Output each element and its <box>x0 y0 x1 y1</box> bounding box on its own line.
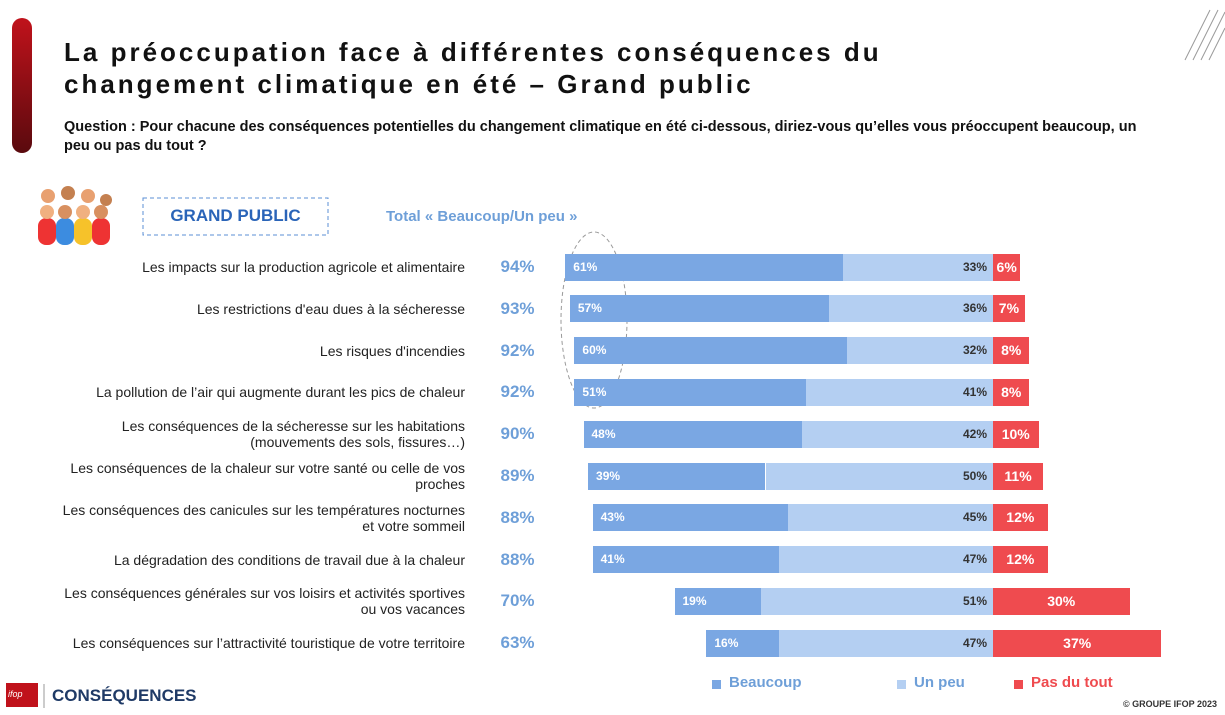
category-label: La dégradation des conditions de travail… <box>113 551 465 568</box>
bar-un-peu <box>779 629 993 657</box>
value-label: 10% <box>1001 425 1030 442</box>
legend-label: Beaucoup <box>729 674 802 691</box>
title: La préoccupation face à différentes cons… <box>64 37 882 99</box>
bar-un-peu <box>801 420 993 448</box>
legend-label: Pas du tout <box>1031 674 1113 691</box>
value-label: 45% <box>962 510 987 525</box>
value-label: 7% <box>998 300 1020 317</box>
value-label: 57% <box>577 301 602 316</box>
value-label: 51% <box>962 593 987 608</box>
value-label: 12% <box>1006 551 1035 568</box>
category-label: Les conséquences de la sécheresse sur le… <box>121 418 465 451</box>
value-label: 8% <box>1001 383 1022 400</box>
bar-pas-du-tout <box>993 295 1025 323</box>
bar-pas-du-tout <box>993 420 1039 448</box>
bar-beaucoup <box>706 629 780 657</box>
value-label: 6% <box>996 258 1017 275</box>
bar-pas-du-tout <box>993 462 1044 490</box>
value-label: 11% <box>1004 467 1032 484</box>
value-label: 50% <box>962 468 987 483</box>
bar-beaucoup <box>574 337 848 365</box>
bar-beaucoup <box>592 546 780 574</box>
category-label: Les conséquences de la chaleur sur votre… <box>70 460 465 492</box>
value-label: 47% <box>962 552 987 567</box>
legend-swatch <box>897 680 906 689</box>
footer: © GROUPE IFOP 2023 <box>1123 699 1217 709</box>
total-label: 70% <box>500 591 535 611</box>
bar-pas-du-tout <box>993 504 1048 532</box>
value-label: 61% <box>573 259 598 274</box>
value-label: 48% <box>591 426 616 441</box>
value-label: 37% <box>1063 634 1092 651</box>
bar-pas-du-tout <box>993 253 1021 281</box>
bar-beaucoup <box>565 253 843 281</box>
value-label: 51% <box>582 384 607 399</box>
subtitle: Question : Pour chacune des conséquences… <box>64 119 1137 154</box>
category-label: La pollution de l’air qui augmente duran… <box>96 384 465 401</box>
bar-un-peu <box>806 378 993 406</box>
bar-beaucoup <box>592 504 789 532</box>
category-label: Les conséquences sur l’attractivité tour… <box>72 635 465 652</box>
bar-un-peu <box>847 337 993 365</box>
legend-swatch <box>1014 680 1023 689</box>
category-label: Les restrictions d'eau dues à la séchere… <box>196 300 465 317</box>
value-label: 41% <box>962 384 987 399</box>
total-label: 94% <box>500 257 535 276</box>
total-label: 90% <box>500 424 535 444</box>
value-label: 30% <box>1047 592 1076 609</box>
bar-beaucoup <box>569 295 830 323</box>
legend-label: Un peu <box>914 674 965 691</box>
logo: CONSÉQUENCES <box>52 686 197 705</box>
value-label: 36% <box>962 301 987 316</box>
bar-un-peu <box>788 504 993 532</box>
total-label: 93% <box>500 298 535 318</box>
total-label: 92% <box>500 382 535 402</box>
category-label: Les risques d'incendies <box>319 342 465 359</box>
bar-un-peu <box>779 546 993 574</box>
bar-un-peu <box>760 587 993 615</box>
value-label: 19% <box>682 593 707 608</box>
value-label: 8% <box>1001 342 1022 359</box>
bar-pas-du-tout <box>993 629 1162 657</box>
value-label: 12% <box>1006 509 1035 526</box>
value-label: 32% <box>962 343 987 358</box>
legend-swatch <box>712 680 721 689</box>
value-label: 43% <box>600 510 625 525</box>
bar-beaucoup <box>588 462 766 490</box>
total-label: 88% <box>500 507 535 527</box>
bar-un-peu <box>829 295 993 323</box>
total-label: 92% <box>500 340 535 360</box>
group-label: Grand public <box>170 206 301 225</box>
total-label: 63% <box>500 633 535 653</box>
total-label: 89% <box>500 466 535 485</box>
bar-pas-du-tout <box>993 337 1030 365</box>
value-label: 33% <box>962 259 987 274</box>
category-label: Les conséquences des canicules sur les t… <box>62 501 465 534</box>
bar-beaucoup <box>574 378 807 406</box>
value-label: 47% <box>962 635 987 650</box>
value-label: 41% <box>600 552 625 567</box>
bar-beaucoup <box>674 587 761 615</box>
value-label: 39% <box>596 468 621 483</box>
total-label: 88% <box>500 549 535 569</box>
bar-beaucoup <box>583 420 802 448</box>
bar-un-peu <box>842 253 993 281</box>
bar-un-peu <box>765 462 993 490</box>
brand: ifop <box>8 689 23 699</box>
value-label: 60% <box>582 343 607 358</box>
totals-title: Total « Beaucoup/Un peu » <box>386 208 578 225</box>
value-label: 42% <box>962 426 987 441</box>
bar-pas-du-tout <box>993 546 1048 574</box>
value-label: 16% <box>714 635 739 650</box>
category-label: Les conséquences générales sur vos loisi… <box>64 585 465 618</box>
category-label: Les impacts sur la production agricole e… <box>142 259 465 275</box>
bar-pas-du-tout <box>993 378 1030 406</box>
bar-pas-du-tout <box>993 587 1130 615</box>
